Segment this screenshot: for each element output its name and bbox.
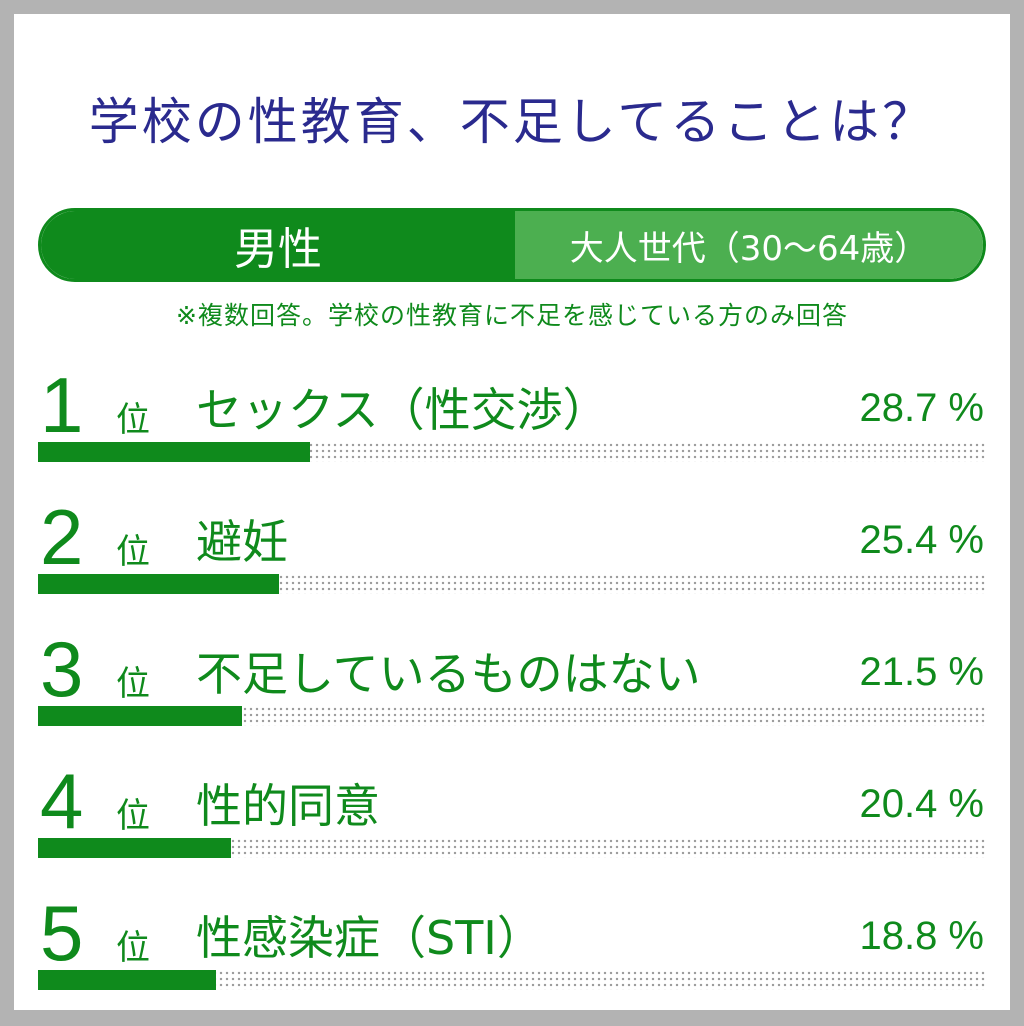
rank-number: 5 xyxy=(40,889,84,977)
rank-suffix: 位 xyxy=(116,796,150,836)
item-label: 性的同意 xyxy=(196,779,380,833)
bar-track xyxy=(38,970,986,990)
segment-gender: 男性 xyxy=(41,211,515,279)
bar-fill xyxy=(38,838,231,858)
bar-fill xyxy=(38,442,310,462)
item-label: セックス（性交渉） xyxy=(196,383,609,437)
bar-track xyxy=(38,838,986,858)
chart-title: 学校の性教育、不足してることは？ xyxy=(88,93,936,151)
segment-banner: 男性 大人世代（30〜64歳） xyxy=(38,208,986,282)
item-label: 避妊 xyxy=(196,515,288,569)
rank-suffix: 位 xyxy=(116,664,150,704)
rank-number: 3 xyxy=(40,625,84,713)
rank-suffix: 位 xyxy=(116,400,150,440)
ranking-row: 4 位性的同意 20.4 % xyxy=(14,762,1010,894)
bar-fill xyxy=(38,706,242,726)
bar-track xyxy=(38,574,986,594)
rank-number: 1 xyxy=(40,361,84,449)
survey-card: 学校の性教育、不足してることは？ 男性 大人世代（30〜64歳） ※複数回答。学… xyxy=(14,14,1010,1010)
rank-number: 2 xyxy=(40,493,84,581)
item-value: 28.7 % xyxy=(859,386,984,430)
ranking-row: 1 位セックス（性交渉） 28.7 % xyxy=(14,366,1010,498)
item-value: 18.8 % xyxy=(859,914,984,958)
rank-suffix: 位 xyxy=(116,532,150,572)
ranking-list: 1 位セックス（性交渉） 28.7 % 2 位避妊 25.4 % 3 位不足しているものはない… xyxy=(14,14,1010,1010)
rank-number: 4 xyxy=(40,757,84,845)
bar-track xyxy=(38,706,986,726)
item-value: 25.4 % xyxy=(859,518,984,562)
bar-fill xyxy=(38,970,216,990)
bar-track xyxy=(38,442,986,462)
ranking-row: 3 位不足しているものはない 21.5 % xyxy=(14,630,1010,762)
item-label: 性感染症（STI） xyxy=(196,911,543,965)
ranking-row: 5 位性感染症（STI） 18.8 % xyxy=(14,894,1010,1026)
item-value: 20.4 % xyxy=(859,782,984,826)
segment-generation: 大人世代（30〜64歳） xyxy=(515,211,983,279)
survey-note: ※複数回答。学校の性教育に不足を感じている方のみ回答 xyxy=(176,301,848,330)
item-value: 21.5 % xyxy=(859,650,984,694)
bar-fill xyxy=(38,574,279,594)
rank-suffix: 位 xyxy=(116,928,150,968)
ranking-row: 2 位避妊 25.4 % xyxy=(14,498,1010,630)
item-label: 不足しているものはない xyxy=(196,647,701,701)
